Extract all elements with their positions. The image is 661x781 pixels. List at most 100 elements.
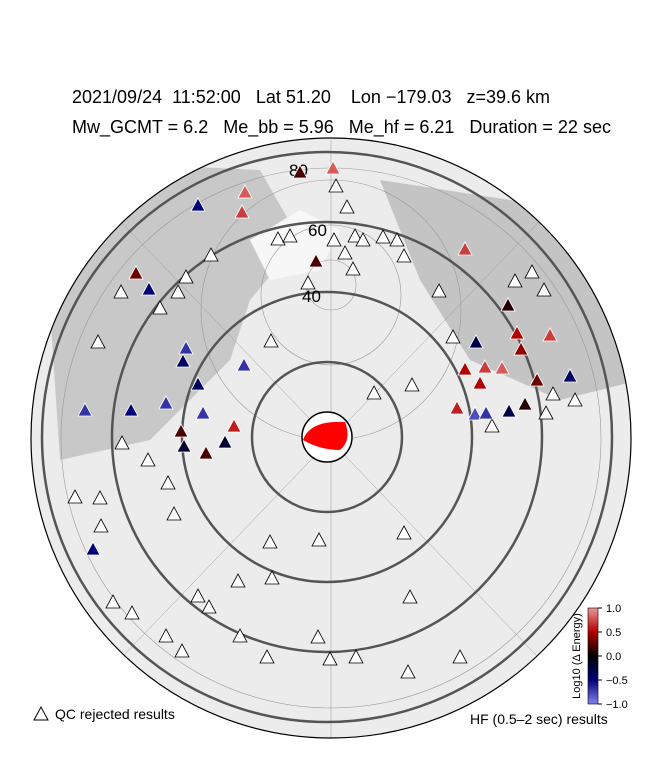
station — [517, 396, 533, 411]
rejected-station — [263, 333, 279, 348]
colorbar-tick-label: −0.5 — [606, 675, 628, 687]
station — [176, 438, 192, 453]
rejected-station — [67, 489, 83, 504]
rejected-station — [389, 232, 405, 247]
rejected-station — [93, 518, 109, 533]
rejected-station — [347, 228, 363, 243]
rejected-station — [282, 228, 298, 243]
rejected-station — [328, 178, 344, 193]
colorbar — [587, 607, 599, 705]
station — [457, 241, 473, 256]
rejected-station — [105, 594, 121, 609]
station — [217, 434, 233, 449]
rejected-station — [348, 649, 364, 664]
latitude-label: 40 — [302, 287, 321, 306]
rejected-station — [326, 232, 342, 247]
rejected-station — [270, 231, 286, 246]
station — [236, 357, 252, 372]
legend-label: QC rejected results — [55, 706, 175, 722]
rejected-station — [322, 651, 338, 666]
rejected-station — [396, 525, 412, 540]
rejected-station — [536, 282, 552, 297]
station — [477, 359, 493, 374]
legend-label: HF (0.5–2 sec) results — [470, 711, 608, 727]
rejected-station — [402, 589, 418, 604]
station — [234, 204, 250, 219]
colorbar-ticks: 1.0 0.5 0.0 −0.5 −1.0 — [598, 603, 628, 711]
rejected-station — [337, 245, 353, 260]
station — [457, 361, 473, 376]
rejected-station — [567, 392, 583, 407]
header-line: Mw_GCMT = 6.2 Me_bb = 5.96 Me_hf = 6.21 … — [72, 117, 611, 138]
station — [494, 360, 510, 375]
distance-rings — [40, 150, 614, 724]
station — [190, 197, 206, 212]
rejected-station — [310, 629, 326, 644]
rejected-station — [262, 534, 278, 549]
rejected-station — [190, 588, 206, 603]
rejected-station — [396, 248, 412, 263]
rejected-station — [203, 247, 219, 262]
colorbar-tick-label: 1.0 — [606, 603, 621, 615]
colorbar-label: Log10 (Δ Energy) — [571, 613, 583, 699]
station — [77, 402, 93, 417]
station — [509, 325, 525, 340]
rejected-station — [431, 283, 447, 298]
rejected-station — [232, 628, 248, 643]
station — [472, 375, 488, 390]
beachball — [301, 411, 353, 463]
station — [226, 418, 242, 433]
station — [178, 340, 194, 355]
rejected-station — [160, 475, 176, 490]
station — [542, 327, 558, 342]
station — [292, 164, 308, 179]
rejected-station — [259, 649, 275, 664]
rejected-station — [311, 532, 327, 547]
station — [123, 402, 139, 417]
rejected-station — [445, 329, 461, 344]
rejected-station — [140, 452, 156, 467]
station — [198, 445, 214, 460]
station — [308, 253, 324, 268]
rejected-station — [174, 643, 190, 658]
rejected-station — [452, 649, 468, 664]
rejected-station — [178, 269, 194, 284]
rejected-station — [404, 377, 420, 392]
globe-outline — [30, 137, 632, 739]
rejected-station — [484, 418, 500, 433]
rejected-station — [366, 385, 382, 400]
station — [325, 160, 341, 175]
rejected-station — [170, 284, 186, 299]
rejected-station — [113, 284, 129, 299]
station — [195, 405, 211, 420]
station — [449, 400, 465, 415]
rejected-station — [345, 261, 361, 276]
rejected-station — [152, 300, 168, 315]
rejected-station — [507, 273, 523, 288]
station — [513, 341, 529, 356]
rejected-station — [524, 264, 540, 279]
colorbar-tick-label: 0.5 — [606, 627, 621, 639]
rejected-station — [538, 405, 554, 420]
station — [237, 184, 253, 199]
station — [478, 405, 494, 420]
rejected-station — [545, 386, 561, 401]
rejected-station — [264, 570, 280, 585]
station — [468, 334, 484, 349]
rejected-station — [92, 490, 108, 505]
station — [467, 406, 483, 421]
rejected-station — [230, 573, 246, 588]
station — [562, 368, 578, 383]
rejected-station — [300, 275, 316, 290]
station — [500, 297, 516, 312]
rejected-station — [400, 664, 416, 679]
rejected-station — [355, 232, 371, 247]
colorbar-tick-label: −1.0 — [606, 699, 628, 711]
station — [141, 281, 157, 296]
colorbar-tick-label: 0.0 — [606, 651, 621, 663]
station — [158, 395, 174, 410]
station — [85, 541, 101, 556]
latitude-label: 60 — [308, 221, 327, 240]
header-line: 2021/09/24 11:52:00 Lat 51.20 Lon −179.0… — [72, 87, 550, 107]
